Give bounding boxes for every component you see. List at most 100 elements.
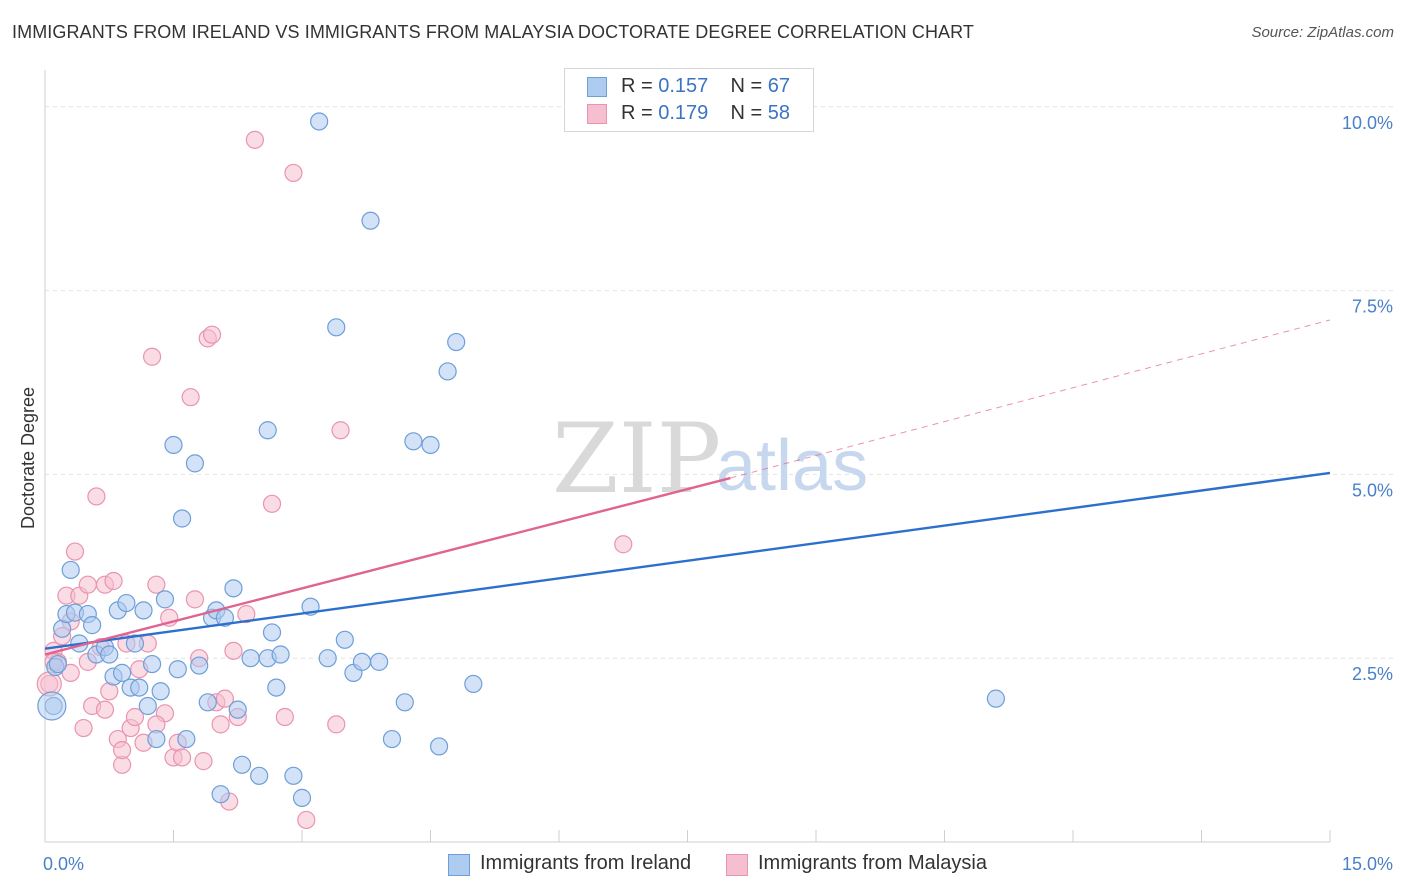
watermark: ZIP atlas [552,403,868,515]
ireland-point [310,112,329,131]
malaysia-point [262,494,282,513]
y-tick-label: 5.0% [1352,480,1393,500]
ireland-point [327,318,346,337]
ireland-point [382,729,402,749]
malaysia-point [224,641,243,660]
malaysia-point [331,421,350,440]
ireland-point [142,654,162,674]
malaysia-point [297,810,316,830]
ireland-point [100,645,119,664]
chart-title: IMMIGRANTS FROM IRELAND VS IMMIGRANTS FR… [12,22,975,42]
malaysia-point [78,575,97,594]
source-label: Source: ZipAtlas.com [1251,24,1394,41]
malaysia-point [125,707,145,727]
ireland-point [262,623,282,642]
ireland-swatch [448,854,470,876]
malaysia-point [65,542,85,561]
trend-lines [44,319,1331,656]
y-tick-label: 10.0% [1342,113,1393,133]
malaysia-point [275,707,294,727]
malaysia-point [215,689,234,708]
ireland-point [335,630,354,649]
ireland-point [112,663,132,682]
tick-labels: 2.5% 5.0% 7.5% 10.0% 0.0% 15.0% [43,113,1393,874]
ireland-point [228,700,247,719]
malaysia-point [327,715,346,734]
ireland-point [172,509,192,528]
ireland-point [168,660,187,679]
malaysia-point [112,740,132,760]
x-tick-label: 15.0% [1342,854,1393,874]
malaysia-point [237,604,256,624]
ireland-point [284,766,303,785]
y-axis-label: Doctorate Degree [18,387,38,529]
ireland-point [429,737,449,756]
ireland-point [271,645,290,664]
malaysia-point [614,535,633,554]
ireland-point [464,674,483,694]
ireland-points [37,112,1006,807]
ireland-point [138,696,157,716]
malaysia-point [211,715,230,734]
ireland-point [224,579,243,598]
ireland-point [211,785,230,804]
ireland-point [48,654,67,674]
malaysia-point [87,487,106,506]
y-tick-label: 7.5% [1352,297,1393,317]
legend-label-malaysia: Immigrants from Malaysia [758,852,987,874]
ireland-point [164,435,183,455]
ireland-point [404,432,423,451]
ireland-point [258,421,277,440]
n-value-ireland: 67 [767,75,791,97]
ireland-point [447,332,466,352]
ireland-point [232,755,252,774]
ireland-point [421,435,440,455]
malaysia-point [194,752,213,771]
malaysia-point [147,575,166,594]
ireland-point [125,634,145,653]
ireland-point [318,649,337,668]
ireland-point [151,682,170,701]
malaysia-point [245,130,264,149]
ireland-point [395,693,414,712]
malaysia-point [142,347,162,366]
r-label: R = [621,102,659,124]
malaysia-point [284,163,303,183]
watermark-zip: ZIP [552,403,721,515]
malaysia-point [95,700,115,719]
ireland-point [438,362,457,381]
ireland-trend-line [44,471,1331,650]
ireland-point [986,689,1006,708]
ireland-point [134,601,153,620]
y-tick-label: 2.5% [1352,664,1393,684]
ireland-point [37,691,67,721]
malaysia-point [74,718,93,738]
ireland-point [370,652,389,671]
grid-lines [45,106,1395,659]
ireland-point [147,729,166,749]
ireland-point [177,729,196,749]
n-label: N = [730,75,768,97]
ireland-point [198,693,217,712]
x-tick-label: 0.0% [43,854,84,874]
ireland-point [361,211,380,230]
malaysia-point [172,748,192,767]
ireland-point [267,678,286,697]
r-value-malaysia: 0.179 [658,102,709,124]
r-value-ireland: 0.157 [658,75,709,97]
ireland-point [130,678,149,697]
ireland-point [352,652,372,671]
malaysia-swatch [726,854,748,876]
series-legend: Immigrants from Ireland Immigrants from … [0,852,1406,878]
ireland-point [61,560,80,580]
ireland-point [250,766,269,785]
ireland-point [185,454,205,473]
malaysia-trend-line [44,476,731,656]
malaysia-point [181,388,200,407]
ireland-point [155,590,175,609]
ireland-point [190,656,209,675]
malaysia-trend-extension [730,319,1331,479]
ireland-point [83,616,102,635]
r-label: R = [621,75,659,97]
